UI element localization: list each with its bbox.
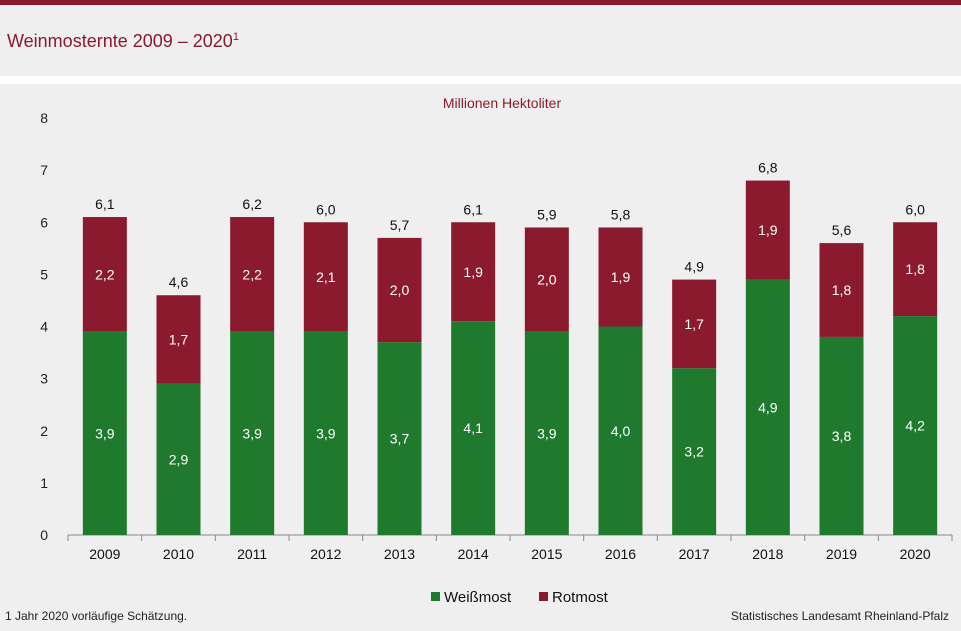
bar-segment-weissmost xyxy=(672,368,717,535)
bar-segment-rotmost xyxy=(672,279,717,369)
chart-title-footnote-marker: 1 xyxy=(232,31,239,43)
data-label-rotmost: 1,8 xyxy=(905,261,925,277)
bar-segment-rotmost xyxy=(303,222,348,332)
legend-label-rotmost: Rotmost xyxy=(552,589,609,606)
data-label-weissmost: 3,9 xyxy=(95,425,115,441)
data-label-rotmost: 1,9 xyxy=(463,264,483,280)
bar-segment-weissmost xyxy=(745,279,790,535)
legend-swatch-weissmost xyxy=(431,592,440,601)
data-label-total: 6,8 xyxy=(758,160,778,176)
y-tick-label: 4 xyxy=(40,319,48,335)
bar-segment-rotmost xyxy=(377,237,422,343)
source-credit: Statistisches Landesamt Rheinland-Pfalz xyxy=(730,609,949,623)
y-tick-label: 0 xyxy=(40,527,48,543)
data-label-rotmost: 2,2 xyxy=(95,266,115,282)
data-label-rotmost: 2,0 xyxy=(390,282,410,298)
bar-segment-rotmost xyxy=(598,227,643,327)
top-accent-bar xyxy=(0,0,961,5)
data-label-rotmost: 1,7 xyxy=(169,332,189,348)
footnote: 1 Jahr 2020 vorläufige Schätzung. xyxy=(5,609,188,623)
bar-segment-weissmost xyxy=(303,331,348,535)
data-label-total: 5,6 xyxy=(832,222,852,238)
data-label-rotmost: 1,7 xyxy=(684,316,704,332)
bar-segment-rotmost xyxy=(893,222,938,317)
data-label-rotmost: 2,2 xyxy=(242,266,262,282)
data-label-rotmost: 1,8 xyxy=(832,282,852,298)
data-label-total: 4,6 xyxy=(169,274,189,290)
bar-segment-rotmost xyxy=(819,243,864,337)
data-label-weissmost: 3,7 xyxy=(390,431,410,447)
data-label-total: 5,9 xyxy=(537,206,557,222)
bar-segment-rotmost xyxy=(745,180,790,280)
x-tick-label: 2010 xyxy=(163,546,194,562)
chart-title: Weinmosternte 2009 – 20201 xyxy=(7,31,239,52)
data-label-rotmost: 2,1 xyxy=(316,269,336,285)
y-tick-label: 6 xyxy=(40,214,48,230)
data-label-total: 6,2 xyxy=(242,196,262,212)
data-label-weissmost: 4,9 xyxy=(758,399,778,415)
data-label-weissmost: 2,9 xyxy=(169,451,189,467)
data-label-weissmost: 3,2 xyxy=(684,444,704,460)
bar-segment-weissmost xyxy=(598,326,643,535)
bar-segment-rotmost xyxy=(524,227,569,332)
x-tick-label: 2011 xyxy=(237,546,267,562)
data-label-weissmost: 3,9 xyxy=(242,425,262,441)
y-tick-label: 5 xyxy=(40,266,48,282)
data-label-total: 4,9 xyxy=(684,259,704,275)
x-tick-label: 2012 xyxy=(310,546,341,562)
x-tick-label: 2015 xyxy=(531,546,562,562)
bar-segment-rotmost xyxy=(451,222,496,322)
data-label-weissmost: 3,9 xyxy=(316,425,336,441)
legend-swatch-rotmost xyxy=(539,592,548,601)
stacked-bar-chart: Millionen Hektoliter 0 1 2 3 4 5 6 7 8 3,9 2,2 6,1 20… xyxy=(40,95,953,606)
header-separator xyxy=(0,76,961,84)
y-tick-label: 2 xyxy=(40,423,48,439)
data-label-total: 5,8 xyxy=(611,206,631,222)
x-tick-label: 2014 xyxy=(458,546,489,562)
data-label-total: 6,0 xyxy=(316,201,336,217)
data-label-total: 6,1 xyxy=(95,196,115,212)
x-tick-label: 2009 xyxy=(89,546,120,562)
data-label-weissmost: 3,8 xyxy=(832,428,852,444)
data-label-total: 6,0 xyxy=(905,201,925,217)
bar-segment-weissmost xyxy=(819,336,864,535)
bar-segment-weissmost xyxy=(451,321,496,535)
y-tick-label: 3 xyxy=(40,371,48,387)
x-tick-label: 2016 xyxy=(605,546,636,562)
x-tick-label: 2017 xyxy=(679,546,710,562)
chart-title-text: Weinmosternte 2009 – 2020 xyxy=(7,31,233,51)
bar-segment-rotmost xyxy=(82,217,127,332)
legend-label-weissmost: Weißmost xyxy=(444,589,512,606)
data-label-total: 5,7 xyxy=(390,217,410,233)
chart-area: Millionen Hektoliter 0 1 2 3 4 5 6 7 8 3,9 2,2 6,1 20… xyxy=(0,84,961,631)
x-tick-label: 2020 xyxy=(900,546,931,562)
data-label-weissmost: 4,0 xyxy=(611,423,631,439)
y-tick-label: 1 xyxy=(40,475,48,491)
chart-header xyxy=(0,5,961,76)
x-tick-label: 2019 xyxy=(826,546,857,562)
bar-segment-rotmost xyxy=(230,217,275,332)
data-label-weissmost: 4,2 xyxy=(905,418,925,434)
y-tick-label: 7 xyxy=(40,162,48,178)
data-label-rotmost: 2,0 xyxy=(537,272,557,288)
data-label-weissmost: 4,1 xyxy=(463,420,483,436)
x-tick-label: 2013 xyxy=(384,546,415,562)
data-label-rotmost: 1,9 xyxy=(758,222,778,238)
bar-segment-weissmost xyxy=(82,331,127,535)
bar-segment-weissmost xyxy=(893,316,938,535)
x-tick-label: 2018 xyxy=(752,546,783,562)
bar-segment-weissmost xyxy=(524,331,569,535)
bar-segment-weissmost xyxy=(156,383,201,535)
y-tick-label: 8 xyxy=(40,110,48,126)
bar-segment-rotmost xyxy=(156,295,201,384)
unit-label: Millionen Hektoliter xyxy=(443,95,562,111)
data-label-total: 6,1 xyxy=(463,201,483,217)
bar-segment-weissmost xyxy=(230,331,275,535)
data-label-rotmost: 1,9 xyxy=(611,269,631,285)
data-label-weissmost: 3,9 xyxy=(537,425,557,441)
bar-segment-weissmost xyxy=(377,342,422,535)
